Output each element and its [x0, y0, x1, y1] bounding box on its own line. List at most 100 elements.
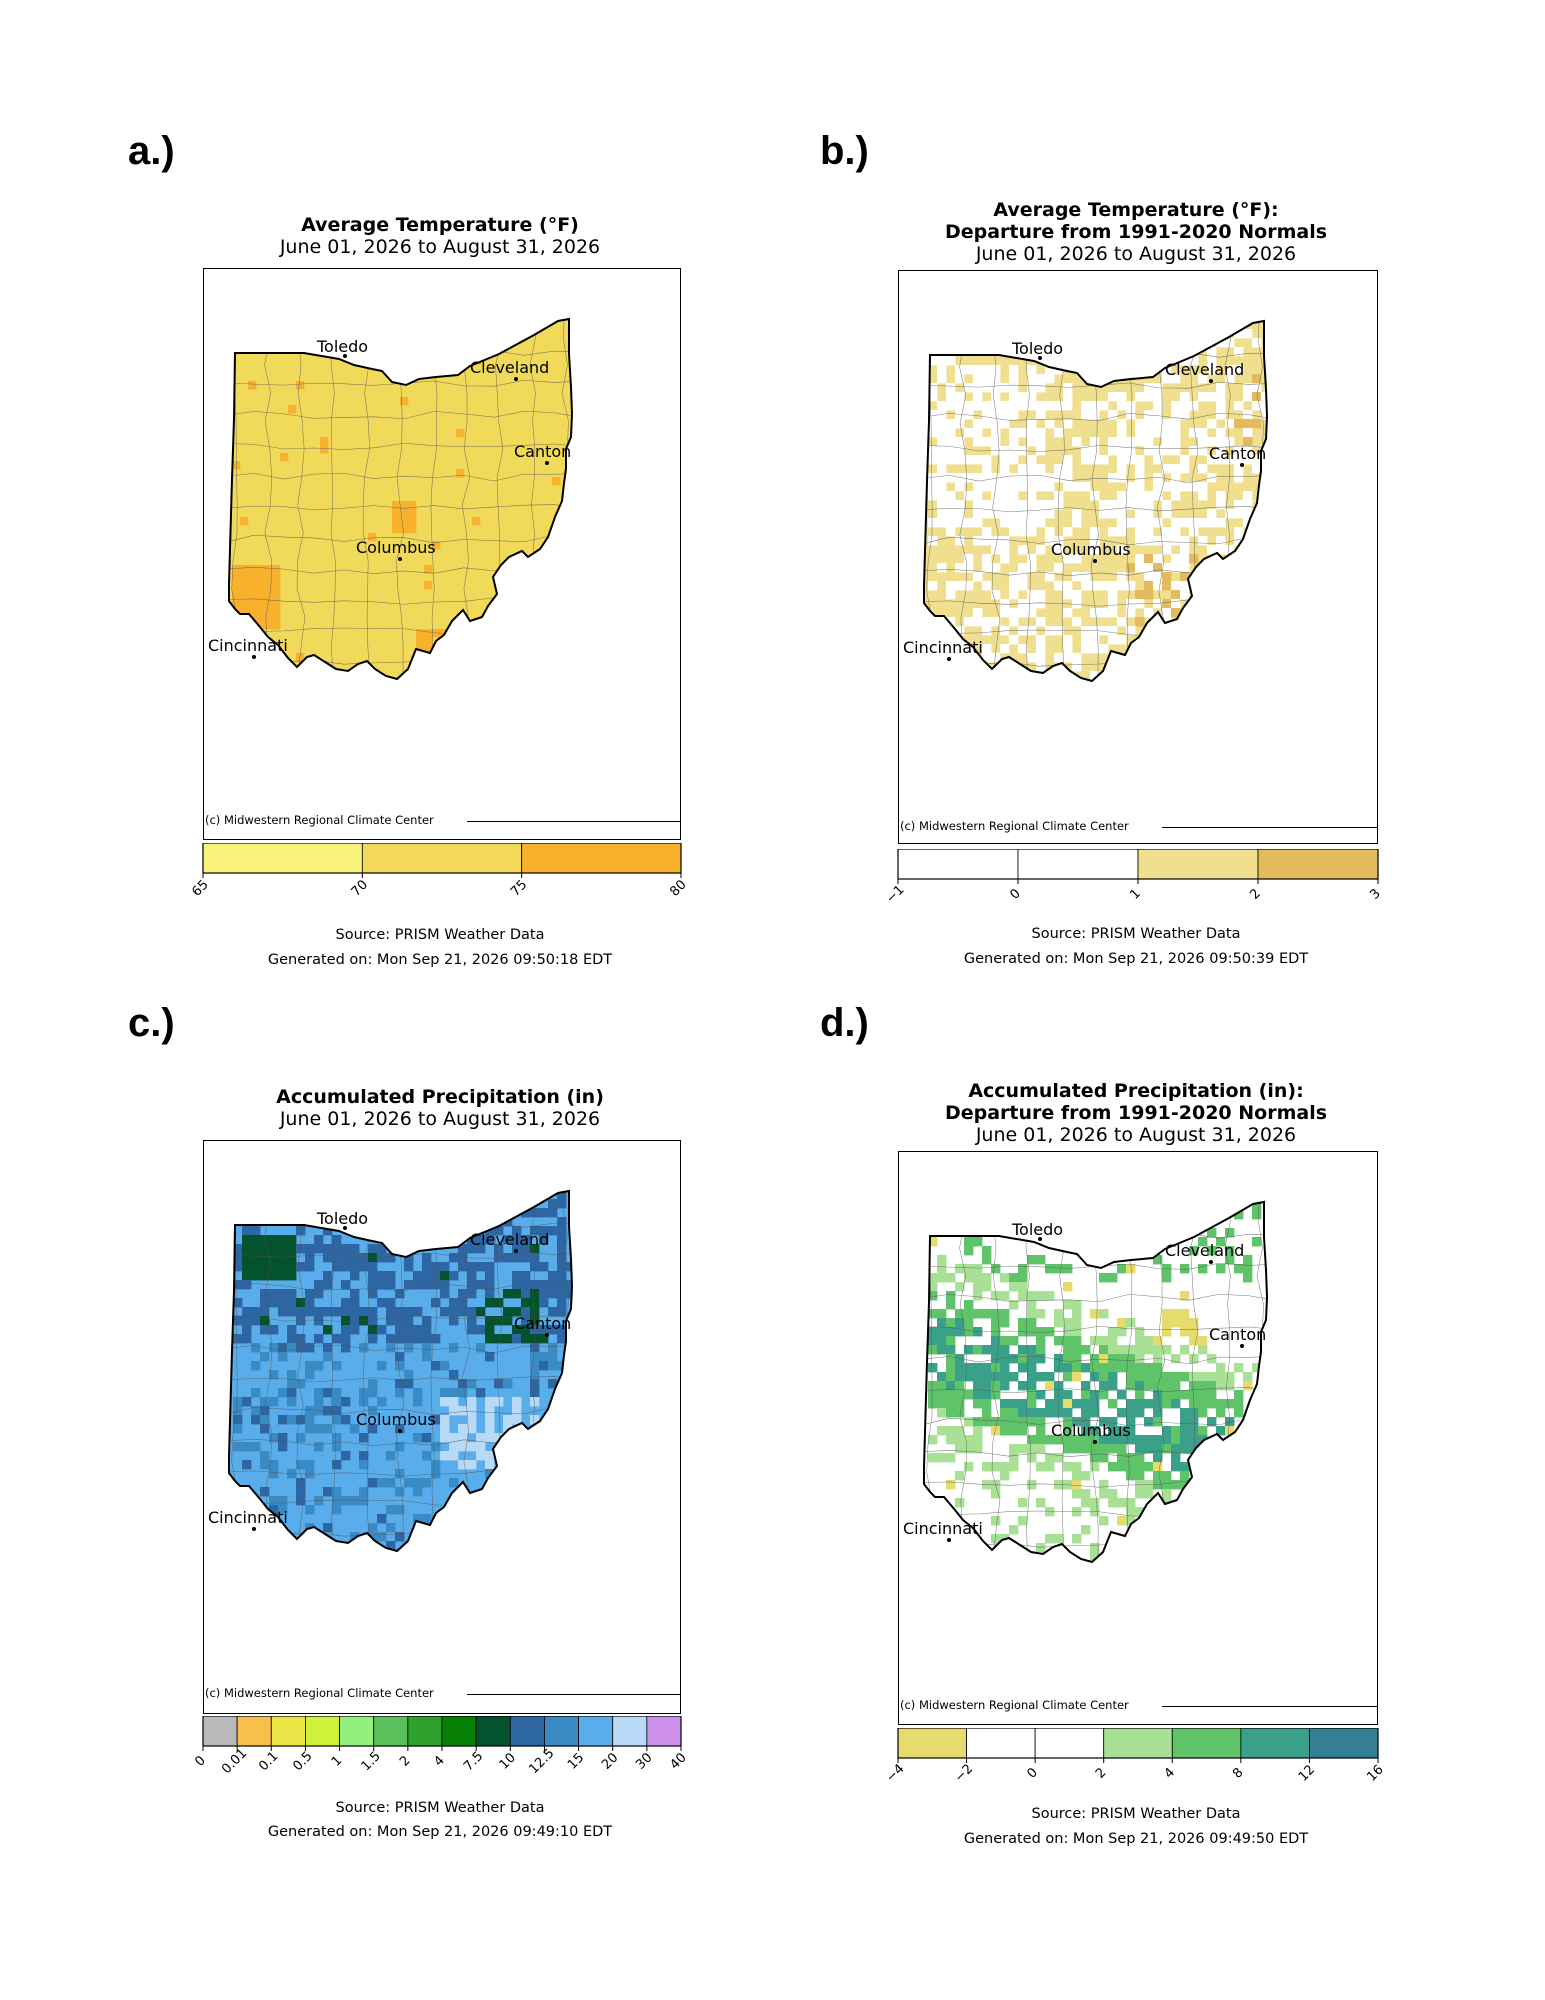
colorbar-bin — [897, 1727, 967, 1759]
colorbar-bin — [373, 1715, 409, 1747]
city-dot — [398, 557, 402, 561]
colorbar-bin — [1171, 1727, 1242, 1759]
colorbar-bin — [270, 1715, 306, 1747]
colorbar-tick-label: 16 — [1364, 1762, 1386, 1784]
city-dot — [1209, 1260, 1213, 1264]
city-label-cleveland: Cleveland — [470, 358, 549, 377]
ohio-outline — [923, 1200, 1269, 1564]
colorbar-bin — [897, 848, 1019, 880]
colorbar-bin — [361, 842, 523, 874]
data-source-note: Source: PRISM Weather Data — [1031, 926, 1241, 942]
credit-rule — [467, 1694, 681, 1695]
panel-letter: d.) — [820, 1001, 869, 1045]
city-label-columbus: Columbus — [356, 538, 436, 557]
colorbar-legend: 65 70 75 80 — [183, 842, 701, 927]
credit-rule — [1162, 1706, 1378, 1707]
city-dot — [343, 354, 347, 358]
gridded-values-layer — [229, 319, 572, 679]
map-title-line: Departure from 1991-2020 Normals — [944, 221, 1328, 243]
colorbar-legend: 0 0.01 0.1 0.5 1 1.5 2 4 7.5 10 12.5 15 20 30 40 — [183, 1715, 701, 1800]
data-source-note: Source: PRISM Weather Data — [335, 1800, 545, 1816]
colorbar-bin — [202, 1715, 238, 1747]
map-title: Accumulated Precipitation (in) June 01, 2… — [160, 1086, 720, 1130]
colorbar-tick-label: 0.1 — [256, 1749, 281, 1774]
colorbar-tick-label: 1 — [329, 1753, 345, 1769]
colorbar-bin — [305, 1715, 340, 1747]
colorbar-bin — [612, 1715, 648, 1747]
city-label-cleveland: Cleveland — [470, 1230, 549, 1249]
city-dot — [398, 1429, 402, 1433]
ohio-map: Toledo Cleveland Canton Columbus Cincinnati — [208, 1189, 574, 1553]
colorbar-bin — [521, 842, 682, 874]
map-credit: (c) Midwestern Regional Climate Center — [900, 1698, 1129, 1712]
city-label-canton: Canton — [1209, 1325, 1266, 1344]
colorbar-bin — [1240, 1727, 1310, 1759]
colorbar-tick-label: 0.5 — [290, 1749, 315, 1774]
city-label-canton: Canton — [514, 442, 571, 461]
colorbar-bin — [1137, 848, 1259, 880]
gridded-values-layer — [924, 1202, 1267, 1562]
panel-letter: a.) — [128, 129, 175, 173]
credit-rule — [467, 821, 681, 822]
colorbar-tick-label: 2 — [1093, 1765, 1109, 1781]
colorbar-bin — [544, 1715, 579, 1747]
city-label-toledo: Toledo — [316, 337, 368, 356]
generated-timestamp: Generated on: Mon Sep 21, 2026 09:50:39 … — [963, 951, 1309, 967]
map-title-line: Accumulated Precipitation (in): — [968, 1080, 1304, 1102]
colorbar-tick-label: 40 — [667, 1750, 689, 1772]
colorbar-bin — [236, 1715, 272, 1747]
colorbar-bin — [1017, 848, 1139, 880]
city-dot — [343, 1226, 347, 1230]
city-dot — [514, 377, 518, 381]
colorbar-tick-label: 8 — [1230, 1765, 1246, 1781]
colorbar-bin — [646, 1715, 682, 1747]
map-title-line: Average Temperature (°F) — [301, 214, 579, 236]
city-dot — [252, 655, 256, 659]
map-credit: (c) Midwestern Regional Climate Center — [900, 819, 1129, 833]
map-frame: Toledo Cleveland Canton Columbus Cincinnati — [898, 1151, 1378, 1725]
colorbar-legend: −4 −2 0 2 4 8 12 16 — [878, 1727, 1398, 1812]
city-label-cleveland: Cleveland — [1165, 1241, 1244, 1260]
colorbar-tick-label: 70 — [349, 877, 371, 899]
map-title: Accumulated Precipitation (in): Departure… — [856, 1080, 1416, 1146]
city-dot — [514, 1249, 518, 1253]
data-source-note: Source: PRISM Weather Data — [1031, 1806, 1241, 1822]
ohio-outline — [228, 317, 574, 681]
ohio-outline — [228, 1189, 574, 1553]
colorbar-tick-label: 0 — [1024, 1765, 1040, 1781]
colorbar-tick-label: −4 — [883, 1761, 907, 1785]
map-date-range: June 01, 2026 to August 31, 2026 — [279, 1108, 601, 1130]
city-dot — [1093, 1440, 1097, 1444]
colorbar-tick-label: 30 — [633, 1750, 655, 1772]
colorbar-tick-label: 2 — [397, 1753, 413, 1769]
map-frame: Toledo Cleveland Canton Columbus Cincinnati — [203, 268, 681, 840]
city-label-columbus: Columbus — [1051, 1421, 1131, 1440]
city-label-cincinnati: Cincinnati — [903, 1519, 983, 1538]
colorbar-tick-label: 12 — [1296, 1762, 1318, 1784]
city-dot — [545, 1333, 549, 1337]
colorbar-tick-label: 1 — [1127, 886, 1143, 902]
city-label-cleveland: Cleveland — [1165, 360, 1244, 379]
data-source-note: Source: PRISM Weather Data — [335, 927, 545, 943]
city-dot — [1240, 1344, 1244, 1348]
map-frame: Toledo Cleveland Canton Columbus Cincinnati — [203, 1140, 681, 1714]
city-dot — [1093, 559, 1097, 563]
map-title-line: Average Temperature (°F): — [993, 199, 1279, 221]
colorbar-tick-label: −1 — [883, 882, 907, 906]
gridded-values-layer — [229, 1191, 572, 1551]
city-label-toledo: Toledo — [1011, 1220, 1063, 1239]
city-dot — [1038, 356, 1042, 360]
colorbar-bin — [578, 1715, 614, 1747]
colorbar-bin — [1034, 1727, 1105, 1759]
generated-timestamp: Generated on: Mon Sep 21, 2026 09:49:10 … — [267, 1824, 613, 1840]
map-credit: (c) Midwestern Regional Climate Center — [205, 813, 434, 827]
colorbar-tick-label: 4 — [431, 1753, 447, 1769]
colorbar-bin — [966, 1727, 1036, 1759]
colorbar-bin — [202, 842, 363, 874]
city-label-columbus: Columbus — [1051, 540, 1131, 559]
city-label-canton: Canton — [514, 1314, 571, 1333]
city-dot — [947, 1538, 951, 1542]
city-dot — [947, 657, 951, 661]
city-label-cincinnati: Cincinnati — [208, 636, 288, 655]
colorbar-bin — [475, 1715, 511, 1747]
